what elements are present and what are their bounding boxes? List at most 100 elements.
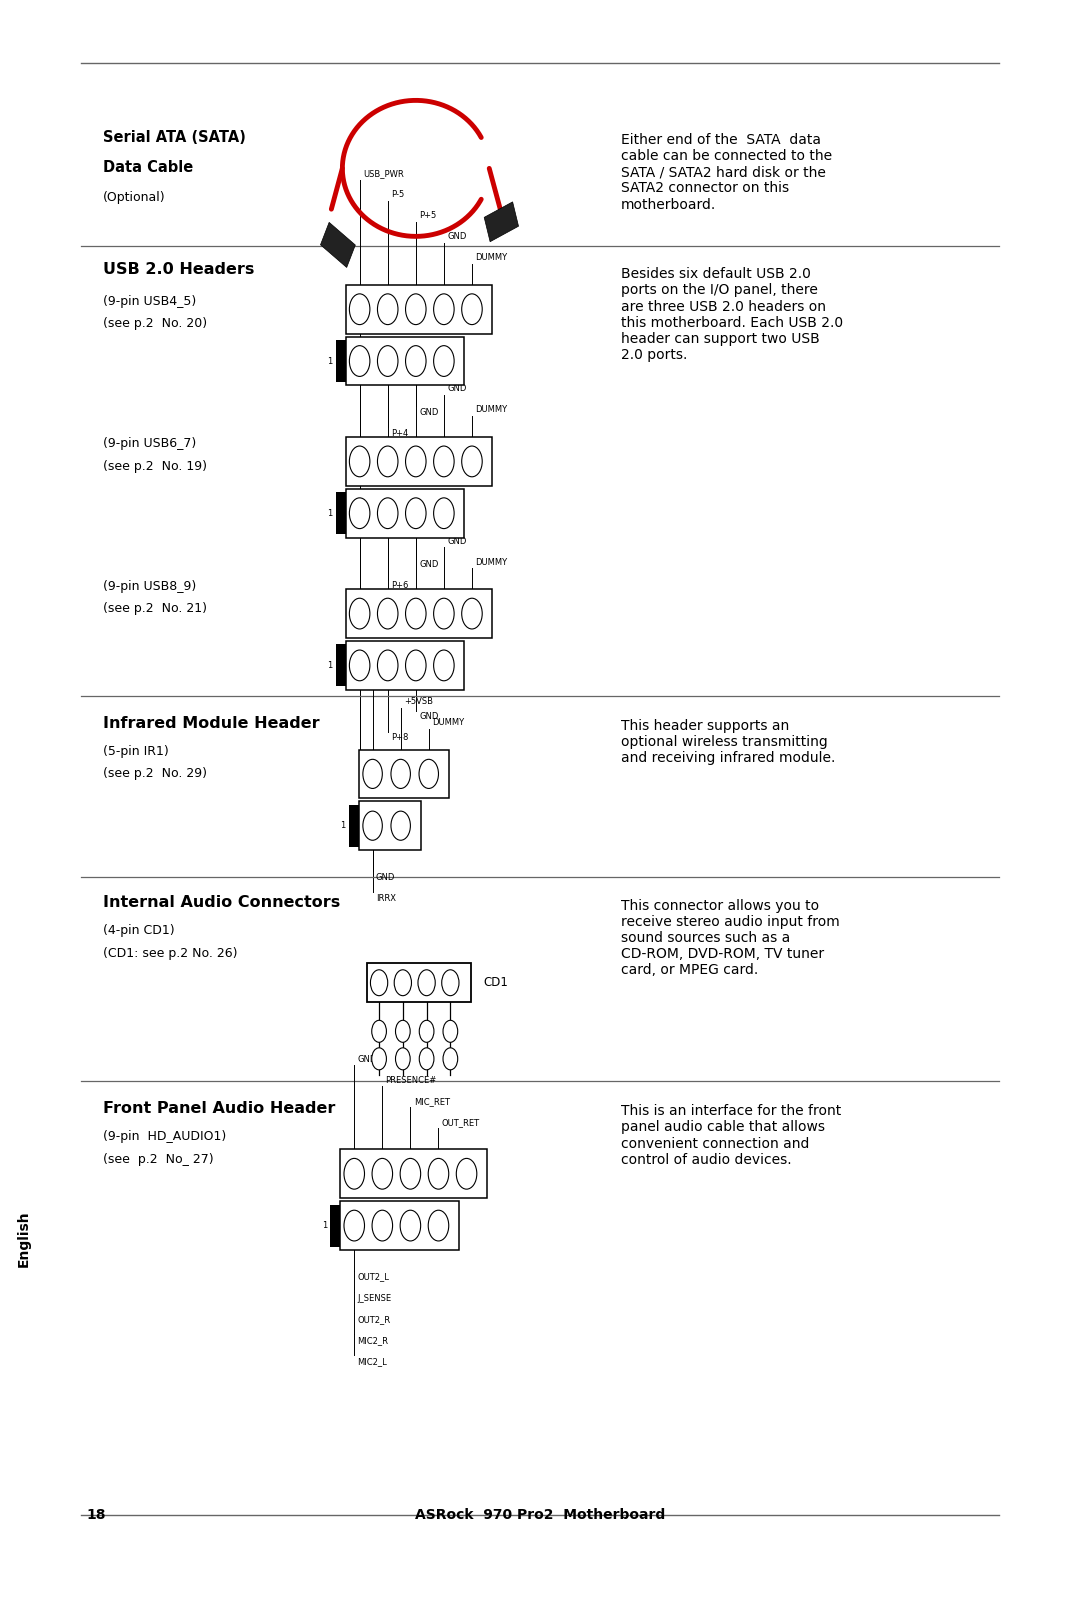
Text: GND: GND bbox=[447, 536, 467, 546]
Text: 1: 1 bbox=[340, 821, 346, 831]
Circle shape bbox=[343, 1159, 365, 1188]
Circle shape bbox=[378, 649, 399, 680]
Circle shape bbox=[434, 346, 455, 376]
Circle shape bbox=[406, 295, 426, 324]
Circle shape bbox=[428, 1159, 449, 1188]
Text: (9-pin  HD_AUDIO1): (9-pin HD_AUDIO1) bbox=[103, 1130, 226, 1143]
Circle shape bbox=[370, 970, 388, 996]
Text: P-5: P-5 bbox=[391, 189, 404, 199]
Circle shape bbox=[363, 811, 382, 840]
Text: USB_PWR: USB_PWR bbox=[363, 321, 404, 330]
Text: (Optional): (Optional) bbox=[103, 191, 165, 204]
Bar bbox=[346, 589, 492, 638]
Text: GND: GND bbox=[419, 712, 438, 722]
Text: (CD1: see p.2 No. 26): (CD1: see p.2 No. 26) bbox=[103, 947, 238, 960]
Text: OUT2_L: OUT2_L bbox=[357, 1273, 390, 1282]
Text: CD1: CD1 bbox=[484, 976, 509, 989]
Circle shape bbox=[378, 295, 399, 324]
Circle shape bbox=[363, 759, 382, 788]
Bar bbox=[340, 1201, 459, 1250]
Text: P+9: P+9 bbox=[419, 515, 436, 525]
Text: IRTX: IRTX bbox=[376, 675, 394, 685]
Circle shape bbox=[350, 497, 369, 528]
Circle shape bbox=[350, 649, 369, 680]
Circle shape bbox=[378, 346, 399, 376]
Text: DUMMY: DUMMY bbox=[475, 557, 508, 567]
Text: (9-pin USB6_7): (9-pin USB6_7) bbox=[103, 437, 195, 450]
Circle shape bbox=[419, 1020, 434, 1043]
Text: MIC2_L: MIC2_L bbox=[357, 1357, 388, 1366]
Bar bbox=[336, 644, 346, 686]
Text: GND: GND bbox=[419, 560, 438, 570]
Text: 1: 1 bbox=[322, 1221, 327, 1230]
Circle shape bbox=[391, 759, 410, 788]
Bar bbox=[340, 1149, 487, 1198]
Text: This connector allows you to
receive stereo audio input from
sound sources such : This connector allows you to receive ste… bbox=[621, 899, 840, 978]
Text: GND: GND bbox=[376, 873, 395, 882]
Text: USB_PWR: USB_PWR bbox=[363, 471, 404, 481]
Bar bbox=[336, 340, 346, 382]
Text: DUMMY: DUMMY bbox=[432, 717, 464, 727]
Circle shape bbox=[406, 445, 426, 476]
Bar bbox=[359, 801, 421, 850]
Circle shape bbox=[434, 497, 455, 528]
Text: ASRock  970 Pro2  Motherboard: ASRock 970 Pro2 Motherboard bbox=[415, 1507, 665, 1522]
Text: Front Panel Audio Header: Front Panel Audio Header bbox=[103, 1101, 335, 1115]
Text: GND: GND bbox=[357, 1054, 377, 1064]
Text: GND: GND bbox=[419, 408, 438, 418]
Bar bbox=[484, 202, 518, 241]
Text: Data Cable: Data Cable bbox=[103, 160, 193, 175]
Circle shape bbox=[372, 1047, 387, 1070]
Circle shape bbox=[400, 1211, 421, 1240]
Circle shape bbox=[443, 1047, 458, 1070]
Text: (see  p.2  No_ 27): (see p.2 No_ 27) bbox=[103, 1153, 213, 1166]
Circle shape bbox=[373, 1159, 393, 1188]
Text: Internal Audio Connectors: Internal Audio Connectors bbox=[103, 895, 340, 910]
Circle shape bbox=[395, 1020, 410, 1043]
Circle shape bbox=[406, 649, 426, 680]
Bar bbox=[349, 805, 359, 847]
Circle shape bbox=[406, 599, 426, 628]
Text: (5-pin IR1): (5-pin IR1) bbox=[103, 745, 168, 758]
Circle shape bbox=[350, 599, 369, 628]
Text: MIC_RET: MIC_RET bbox=[414, 1096, 449, 1106]
Text: 18: 18 bbox=[86, 1507, 106, 1522]
Bar bbox=[346, 285, 492, 334]
Text: USB_PWR: USB_PWR bbox=[363, 473, 404, 482]
Circle shape bbox=[428, 1211, 449, 1240]
Circle shape bbox=[406, 497, 426, 528]
Circle shape bbox=[350, 346, 369, 376]
Circle shape bbox=[442, 970, 459, 996]
Circle shape bbox=[443, 1020, 458, 1043]
Text: This is an interface for the front
panel audio cable that allows
convenient conn: This is an interface for the front panel… bbox=[621, 1104, 841, 1167]
Text: USB_PWR: USB_PWR bbox=[363, 776, 404, 785]
Bar bbox=[346, 337, 464, 385]
Text: Serial ATA (SATA): Serial ATA (SATA) bbox=[103, 130, 245, 144]
Bar bbox=[330, 1205, 340, 1247]
Text: OUT_RET: OUT_RET bbox=[442, 1117, 480, 1127]
Text: DUMMY: DUMMY bbox=[475, 253, 508, 262]
Text: (see p.2  No. 20): (see p.2 No. 20) bbox=[103, 317, 206, 330]
Circle shape bbox=[378, 599, 399, 628]
Text: PRESENCE#: PRESENCE# bbox=[386, 1075, 436, 1085]
Text: P-8: P-8 bbox=[363, 754, 376, 764]
FancyBboxPatch shape bbox=[367, 963, 471, 1002]
Text: OUT2_R: OUT2_R bbox=[357, 1315, 391, 1324]
Text: DUMMY: DUMMY bbox=[475, 405, 508, 414]
Text: 1: 1 bbox=[327, 356, 333, 366]
Text: GND: GND bbox=[447, 384, 467, 393]
Text: Besides six default USB 2.0
ports on the I/O panel, there
are three USB 2.0 head: Besides six default USB 2.0 ports on the… bbox=[621, 267, 843, 363]
Bar bbox=[359, 750, 449, 798]
Text: (9-pin USB4_5): (9-pin USB4_5) bbox=[103, 295, 195, 308]
Circle shape bbox=[419, 759, 438, 788]
Circle shape bbox=[350, 445, 369, 476]
Text: USB 2.0 Headers: USB 2.0 Headers bbox=[103, 262, 254, 277]
Text: This header supports an
optional wireless transmitting
and receiving infrared mo: This header supports an optional wireles… bbox=[621, 719, 835, 766]
Text: (see p.2  No. 21): (see p.2 No. 21) bbox=[103, 602, 206, 615]
Bar bbox=[346, 489, 464, 538]
Text: P+7: P+7 bbox=[419, 363, 436, 372]
Circle shape bbox=[378, 445, 399, 476]
Text: (9-pin USB8_9): (9-pin USB8_9) bbox=[103, 580, 195, 593]
Text: GND: GND bbox=[447, 232, 467, 241]
Circle shape bbox=[400, 1159, 421, 1188]
